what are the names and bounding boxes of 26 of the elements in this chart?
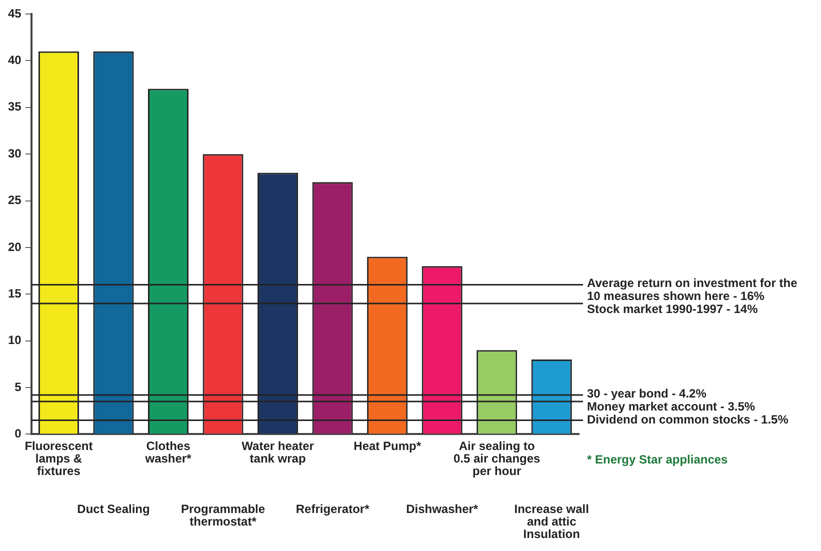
x-tick-label: Air sealing to 0.5 air changes per hour [453,438,541,478]
x-tick-label: Refrigerator* [296,502,370,516]
x-tick-label: Duct Sealing [77,502,150,516]
y-tick-label: 20 [8,240,22,254]
x-tick-label: Heat Pump* [354,438,422,453]
x-tick-label: Clothes washer* [144,438,192,466]
x-tick-label: Increase wall and attic Insulation [514,502,589,542]
y-tick-label: 45 [8,6,22,20]
ref-line-label: Stock market 1990-1997 - 14% [587,302,758,316]
y-tick-label: 35 [8,100,22,114]
y-tick-label: 25 [8,193,22,208]
text: * Energy Star appliances [587,452,728,467]
x-tick-label: Fluorescent lamps & fixtures [24,438,93,478]
y-tick-label: 0 [14,426,22,441]
y-tick-label: 15 [8,286,22,300]
ref-line-label: Average return on investment for the 10 measures shown here - 16% [587,276,798,304]
y-tick-label: 40 [8,53,22,67]
x-tick-label: Dishwasher* [406,502,478,516]
x-tick-label: Programmable thermostat* [181,502,266,528]
y-tick-label: 5 [14,380,22,394]
ref-line-label: Money market account - 3.5% [587,399,756,414]
y-tick-label: 30 [8,146,22,160]
x-tick-label: Water heater tank wrap [242,438,314,466]
ref-line-label: Dividend on common stocks - 1.5% [587,412,789,426]
y-tick-label: 10 [8,333,22,348]
ref-line-label: 30 - year bond - 4.2% [587,386,707,400]
